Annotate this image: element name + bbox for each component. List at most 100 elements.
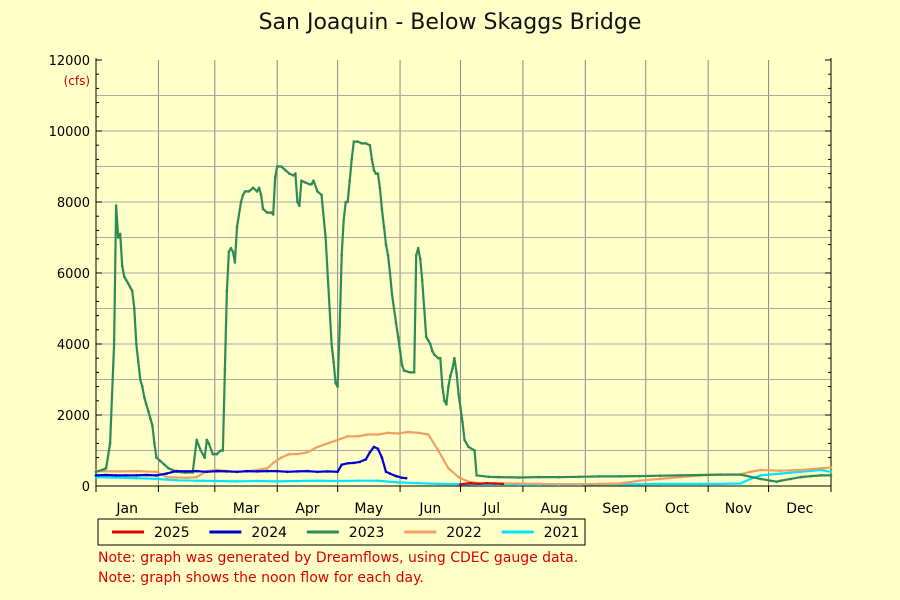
data-point-2023-107	[394, 321, 398, 325]
data-point-2023-145	[557, 475, 561, 479]
data-point-2023-146	[578, 475, 581, 479]
data-point-2023-112	[408, 371, 412, 374]
data-point-2023-127	[443, 399, 446, 403]
data-point-2021-32	[739, 482, 742, 485]
data-point-2022-3	[155, 470, 158, 474]
data-point-2022-53	[799, 468, 803, 472]
data-point-2023-61	[273, 175, 277, 179]
data-point-2023-126	[441, 385, 444, 388]
data-point-2021-1	[114, 476, 118, 479]
data-point-2021-30	[698, 482, 702, 486]
data-point-2023-144	[537, 475, 541, 479]
data-point-2021-33	[749, 477, 752, 481]
data-point-2023-91	[356, 140, 360, 143]
data-point-2024-38	[404, 476, 408, 480]
data-point-2023-153	[718, 473, 722, 476]
data-point-2023-3	[108, 442, 112, 445]
data-point-2024-5	[145, 473, 148, 477]
data-point-2024-21	[306, 469, 309, 473]
data-point-2024-10	[195, 469, 198, 473]
data-point-2024-8	[175, 469, 178, 473]
data-point-2023-151	[678, 474, 682, 477]
data-point-2021-38	[829, 470, 833, 474]
data-point-2022-34	[457, 475, 460, 479]
data-point-2023-129	[447, 385, 450, 388]
data-point-2022-24	[356, 435, 360, 438]
data-point-2023-57	[261, 207, 265, 211]
data-point-2023-120	[427, 339, 430, 342]
y-tick-label-10000: 10000	[49, 125, 90, 140]
data-point-2024-22	[316, 470, 319, 474]
data-point-2023-94	[368, 143, 372, 147]
data-point-2025-5	[501, 482, 505, 486]
data-point-2024-16	[255, 470, 259, 473]
data-point-2023-149	[638, 474, 641, 478]
data-point-2022-1	[114, 470, 118, 473]
data-point-2023-45	[229, 246, 233, 250]
data-point-2022-28	[396, 432, 400, 435]
data-point-2022-38	[517, 482, 521, 485]
data-point-2023-6	[116, 236, 120, 239]
data-point-2023-39	[215, 452, 219, 456]
data-point-2023-113	[412, 371, 416, 374]
month-label-apr: Apr	[295, 501, 319, 517]
data-point-2023-87	[346, 200, 350, 204]
data-point-2021-35	[779, 472, 782, 475]
data-point-2023-117	[420, 278, 424, 282]
data-point-2023-47	[233, 261, 237, 264]
data-point-2023-95	[370, 158, 374, 161]
data-point-2021-3	[155, 477, 158, 481]
data-point-2023-158	[779, 479, 782, 483]
data-point-2022-31	[427, 433, 430, 436]
data-point-2023-53	[251, 186, 255, 190]
data-point-2023-103	[386, 254, 390, 257]
data-point-2023-143	[517, 476, 521, 479]
data-point-2024-7	[165, 472, 168, 475]
month-label-nov: Nov	[725, 501, 752, 517]
data-point-2023-65	[288, 172, 291, 175]
y-tick-label-0: 0	[82, 480, 90, 495]
data-point-2023-50	[241, 193, 245, 197]
data-point-2023-134	[457, 392, 460, 396]
data-point-2021-36	[799, 470, 803, 474]
data-point-2024-34	[384, 470, 388, 474]
data-point-2021-12	[336, 479, 339, 483]
data-point-2023-156	[769, 479, 772, 483]
data-point-2023-58	[265, 211, 269, 214]
data-point-2022-22	[336, 438, 339, 442]
data-point-2023-104	[388, 271, 392, 275]
data-point-2022-54	[819, 467, 823, 470]
month-label-jun: Jun	[418, 501, 441, 517]
data-point-2021-10	[296, 479, 299, 483]
data-point-2023-33	[195, 438, 198, 442]
data-point-2022-4	[165, 475, 168, 479]
data-point-2023-15	[135, 342, 138, 346]
month-label-mar: Mar	[233, 501, 260, 517]
data-point-2024-17	[265, 469, 269, 473]
data-point-2023-138	[467, 445, 470, 449]
data-point-2023-73	[310, 183, 313, 186]
data-point-2023-9	[122, 275, 126, 278]
data-point-2023-62	[275, 165, 279, 168]
data-point-2024-25	[340, 463, 344, 467]
data-point-2022-26	[376, 433, 380, 436]
data-point-2023-20	[145, 403, 148, 406]
data-point-2023-133	[455, 371, 458, 374]
data-point-2022-29	[406, 430, 410, 434]
data-point-2024-20	[296, 470, 299, 473]
data-point-2023-25	[155, 456, 158, 459]
data-point-2022-19	[306, 451, 309, 454]
data-point-2021-29	[678, 482, 682, 486]
data-point-2022-40	[557, 482, 561, 486]
data-point-2023-125	[439, 356, 442, 360]
data-point-2022-55	[829, 466, 833, 469]
data-point-2023-142	[497, 475, 501, 479]
data-point-2023-140	[475, 474, 478, 477]
data-point-2023-136	[461, 420, 464, 424]
data-point-2024-12	[215, 469, 219, 473]
data-point-2024-35	[388, 472, 392, 475]
data-point-2023-90	[352, 140, 356, 143]
data-point-2023-4	[112, 342, 116, 346]
data-point-2023-79	[330, 342, 333, 346]
month-label-feb: Feb	[174, 501, 199, 517]
